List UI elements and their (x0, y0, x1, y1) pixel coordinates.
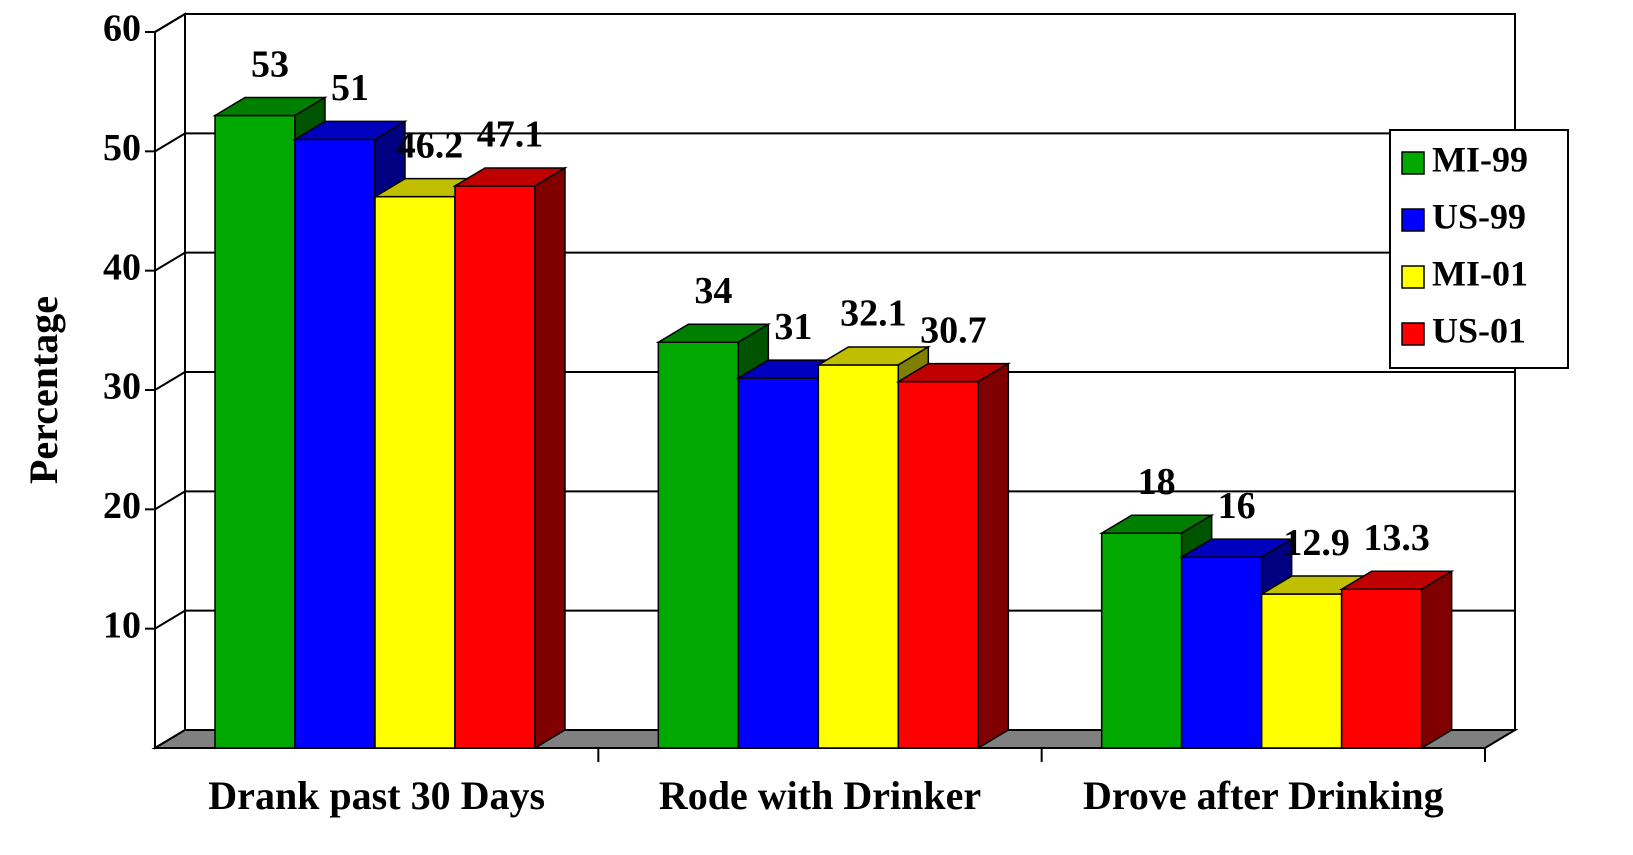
data-label: 46.2 (397, 124, 464, 166)
bar (1180, 556, 1263, 749)
bar-side (977, 362, 1010, 750)
bar (1260, 593, 1343, 749)
legend-swatch (1401, 265, 1425, 289)
data-label: 18 (1138, 461, 1176, 503)
y-tick-label: 50 (103, 127, 141, 169)
data-label: 16 (1218, 485, 1256, 527)
data-label: 12.9 (1283, 522, 1350, 564)
legend-label: MI-99 (1432, 139, 1528, 179)
bar-side (1420, 569, 1453, 750)
legend-swatch (1401, 322, 1425, 346)
bar (737, 377, 820, 749)
data-label: 47.1 (477, 114, 544, 156)
x-tick-label: Drove after Drinking (1083, 773, 1444, 818)
grid-line (154, 371, 186, 391)
y-tick-label: 30 (103, 366, 141, 408)
y-tick-label: 40 (103, 246, 141, 288)
legend-swatch (1401, 208, 1425, 232)
bar (294, 138, 376, 749)
data-label: 31 (774, 306, 812, 348)
bar (897, 380, 980, 749)
bar (657, 341, 740, 749)
data-label: 30.7 (920, 309, 987, 351)
bar (374, 195, 456, 749)
x-tick-label: Rode with Drinker (659, 773, 981, 818)
grid-line (154, 13, 186, 33)
bar-side (534, 166, 566, 750)
grid-line (154, 490, 186, 511)
data-label: 32.1 (840, 293, 907, 335)
y-tick-label: 60 (103, 8, 141, 50)
bar (454, 185, 536, 749)
bar (817, 364, 900, 749)
legend-label: US-99 (1432, 196, 1526, 236)
legend-label: US-01 (1432, 310, 1526, 350)
data-label: 51 (331, 67, 369, 109)
y-tick-label: 20 (103, 485, 141, 527)
x-tick-label: Drank past 30 Days (208, 773, 545, 818)
data-label: 13.3 (1363, 517, 1430, 559)
data-label: 34 (694, 270, 732, 312)
bar (1100, 532, 1183, 749)
legend-label: MI-01 (1432, 253, 1528, 293)
y-axis-label: Percentage (21, 296, 66, 484)
grid-line (154, 251, 186, 272)
y-tick-label: 10 (103, 604, 141, 646)
bar (214, 114, 296, 749)
grid-line (154, 132, 186, 153)
bar (1340, 588, 1423, 749)
grid-line (154, 609, 186, 630)
data-label: 53 (251, 43, 289, 85)
legend-swatch (1401, 151, 1425, 175)
